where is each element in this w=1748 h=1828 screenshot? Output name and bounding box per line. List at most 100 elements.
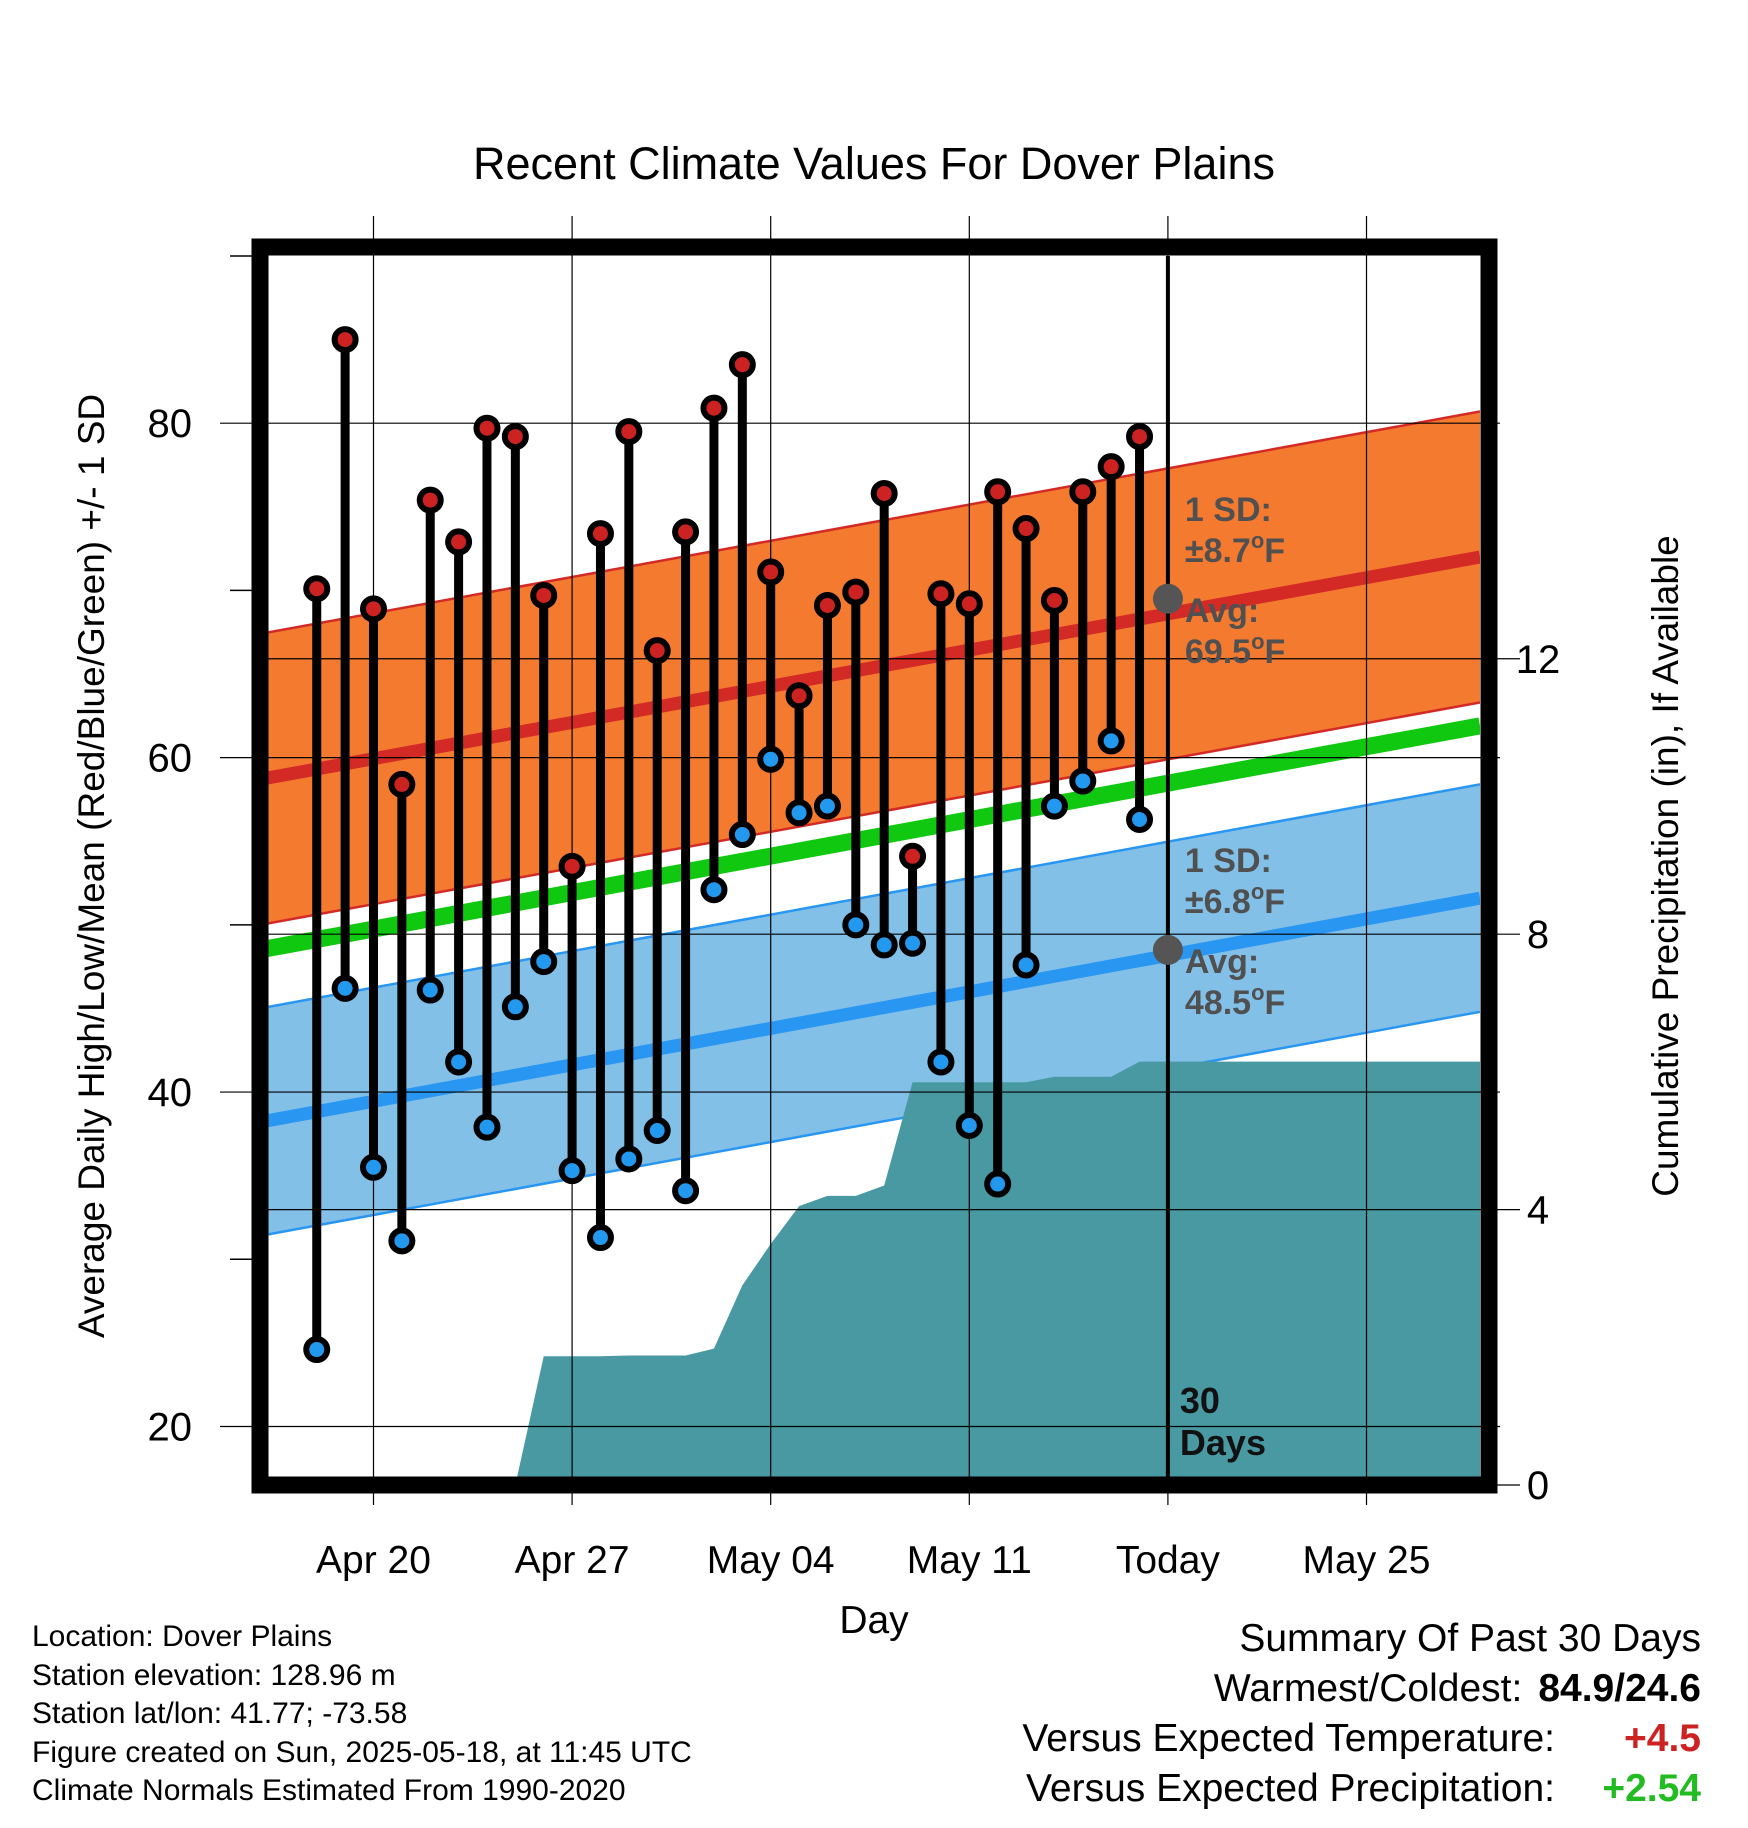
temp-value: +4.5 (1624, 1717, 1701, 1760)
y2-tick-label: 8 (1527, 913, 1549, 957)
high-point (984, 478, 1012, 506)
created-text: Figure created on Sun, 2025-05-18, at 11… (32, 1735, 692, 1769)
y2-tick-label: 0 (1527, 1464, 1549, 1508)
low-point (785, 799, 813, 827)
x-tick-label: May 11 (907, 1539, 1032, 1582)
mean-normal-line (260, 717, 1480, 959)
y2-tick-label: 4 (1527, 1189, 1549, 1233)
temp-label: Versus Expected Temperature: (1022, 1717, 1555, 1760)
x-tick-label: May 04 (707, 1539, 835, 1582)
low-point (558, 1157, 586, 1185)
high-point (757, 558, 785, 586)
precip-value: +2.54 (1602, 1767, 1701, 1810)
high-avg-value: 69.5oF (1185, 629, 1285, 671)
days-label-word: Days (1180, 1422, 1266, 1463)
high-point (870, 479, 898, 507)
high-point (955, 590, 983, 618)
high-point (927, 580, 955, 608)
high-point (558, 852, 586, 880)
low-sd-band-lower-edge (260, 1010, 1480, 1238)
high-sd-band-upper-edge (260, 410, 1480, 636)
low-point (416, 976, 444, 1004)
low-point (1069, 767, 1097, 795)
low-point (388, 1227, 416, 1255)
normals-text: Climate Normals Estimated From 1990-2020 (32, 1774, 626, 1807)
high-point (473, 414, 501, 442)
high-sd-label: 1 SD: (1185, 491, 1272, 529)
precipitation-area (486, 1061, 1480, 1485)
high-point (899, 842, 927, 870)
high-point (728, 351, 756, 379)
high-point (1126, 423, 1154, 451)
high-point (388, 770, 416, 798)
high-normal-line (260, 550, 1480, 786)
summary-temp: Versus Expected Temperature: +4.5 (1022, 1714, 1701, 1764)
low-point (359, 1153, 387, 1181)
y-tick-label: 40 (148, 1071, 193, 1115)
summary-warm-cold: Warmest/Coldest: 84.9/24.6 (1022, 1664, 1701, 1714)
y-tick-label: 20 (148, 1405, 193, 1449)
x-tick-label: Apr 20 (316, 1539, 431, 1582)
high-point (445, 528, 473, 556)
warm-cold-label: Warmest/Coldest: (1213, 1667, 1523, 1710)
low-point (530, 948, 558, 976)
low-point (445, 1048, 473, 1076)
low-point (643, 1117, 671, 1145)
high-point (785, 682, 813, 710)
low-point (757, 745, 785, 773)
high-point (700, 394, 728, 422)
high-point (1069, 478, 1097, 506)
latlon-text: Station lat/lon: 41.77; -73.58 (32, 1697, 408, 1730)
low-sd-label: 1 SD: (1185, 842, 1272, 880)
high-point (1097, 453, 1125, 481)
high-point (530, 581, 558, 609)
low-point (586, 1224, 614, 1252)
low-point (955, 1111, 983, 1139)
high-today-avg-marker (1152, 583, 1183, 614)
summary-title: Summary Of Past 30 Days (1239, 1617, 1701, 1660)
summary-precip: Versus Expected Precipitation: +2.54 (1022, 1764, 1701, 1814)
high-point (672, 518, 700, 546)
low-point (331, 974, 359, 1002)
high-point (416, 486, 444, 514)
x-tick-label: May 25 (1303, 1539, 1431, 1582)
low-point (672, 1177, 700, 1205)
high-sd-value: ±8.7oF (1185, 528, 1285, 570)
high-avg-label: Avg: (1185, 592, 1259, 630)
low-point (1097, 727, 1125, 755)
days-label-number: 30 (1180, 1380, 1220, 1421)
high-point (643, 637, 671, 665)
high-point (813, 591, 841, 619)
high-sd-band-lower-edge (260, 701, 1480, 927)
low-normal-line (260, 891, 1480, 1129)
x-tick-label: Apr 27 (515, 1539, 630, 1582)
y2-axis-label: Cumulative Precipitation (in), If Availa… (1645, 535, 1686, 1197)
high-point (842, 578, 870, 606)
chart-title: Recent Climate Values For Dover Plains (473, 138, 1275, 189)
location-text: Location: Dover Plains (32, 1620, 333, 1653)
low-point (899, 929, 927, 957)
low-point (303, 1336, 331, 1364)
high-point (359, 595, 387, 623)
low-point (1126, 806, 1154, 834)
summary-panel: Summary Of Past 30 Days Warmest/Coldest:… (1022, 1614, 1701, 1814)
low-point (842, 911, 870, 939)
y-tick-label: 80 (148, 402, 193, 446)
warm-cold-value: 84.9/24.6 (1538, 1667, 1701, 1710)
low-point (1040, 792, 1068, 820)
high-point (615, 418, 643, 446)
x-axis-label: Day (839, 1599, 909, 1642)
low-point (700, 876, 728, 904)
low-sd-band-upper-edge (260, 783, 1480, 1010)
low-sd-value: ±6.8oF (1185, 879, 1285, 921)
plot-frame (251, 238, 1498, 1494)
low-point (728, 821, 756, 849)
elevation-text: Station elevation: 128.96 m (32, 1658, 396, 1692)
low-point (813, 792, 841, 820)
high-point (331, 326, 359, 354)
low-point (984, 1170, 1012, 1198)
low-point (870, 931, 898, 959)
high-point (1012, 515, 1040, 543)
y-tick-label: 60 (148, 737, 193, 781)
high-point (586, 520, 614, 548)
